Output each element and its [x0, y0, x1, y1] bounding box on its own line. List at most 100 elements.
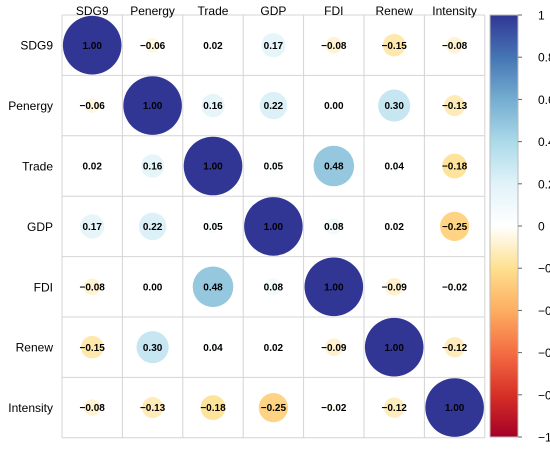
correlation-circle	[313, 145, 355, 187]
value-label-layer: 1.00 −0.06 0.02 0.17 −0.08 −0.15 −0.08 −0.06 1.0…	[80, 41, 468, 414]
value-label: −0.12	[442, 343, 468, 354]
value-label: −0.02	[442, 282, 468, 293]
correlation-circle	[364, 317, 424, 377]
correlation-circle	[201, 93, 225, 118]
row-label: Trade	[22, 160, 53, 174]
correlation-circle	[62, 15, 122, 75]
value-label: −0.13	[442, 101, 468, 112]
colorbar-tick-label: −0.6	[538, 346, 550, 360]
correlation-circle	[265, 278, 282, 296]
correlation-circle	[123, 76, 182, 135]
row-label: Renew	[16, 341, 54, 355]
correlation-circle	[88, 161, 97, 171]
correlation-circle	[206, 219, 220, 233]
axis-label-layer: SDG9 SDG9 Penergy Penergy Trade Trade GDP GDP FD…	[8, 4, 477, 415]
correlation-circle	[83, 399, 101, 416]
value-label: 1.00	[82, 41, 102, 52]
row-label: Intensity	[8, 401, 53, 415]
value-label: −0.06	[140, 41, 166, 52]
correlation-circle	[192, 266, 234, 308]
column-label: Intensity	[432, 4, 477, 18]
correlation-circle	[80, 335, 104, 359]
value-label: 0.22	[264, 101, 284, 112]
correlation-circle	[138, 212, 167, 241]
value-label: 0.02	[264, 343, 284, 354]
value-label: 0.48	[203, 282, 223, 293]
colorbar-tick-label: −0.4	[538, 304, 550, 318]
value-label: −0.18	[442, 162, 468, 173]
column-label: Trade	[198, 4, 229, 18]
correlation-circle	[382, 33, 406, 57]
circle-layer	[62, 15, 484, 437]
colorbar-tick-label: 1	[538, 9, 545, 23]
value-label: −0.09	[382, 282, 408, 293]
column-label: GDP	[260, 4, 286, 18]
value-label: −0.08	[442, 41, 468, 52]
column-label: Renew	[376, 4, 414, 18]
correlation-circle	[207, 341, 219, 354]
value-label: −0.15	[382, 41, 408, 52]
column-label: SDG9	[76, 4, 109, 18]
value-label: −0.08	[321, 41, 347, 52]
value-label: 0.22	[143, 222, 163, 233]
value-label: −0.09	[321, 343, 347, 354]
correlation-circle	[140, 154, 165, 178]
value-label: −0.25	[442, 222, 468, 233]
value-label: 1.00	[264, 222, 284, 233]
correlation-circle	[83, 278, 101, 296]
correlation-circle	[390, 222, 399, 231]
correlation-circle	[183, 136, 243, 196]
correlation-circle	[269, 343, 278, 352]
value-label: 0.48	[324, 162, 344, 173]
correlation-circle	[378, 89, 411, 122]
value-label: 1.00	[384, 343, 404, 354]
colorbar-tick-label: 0.8	[538, 51, 550, 65]
value-label: 1.00	[445, 403, 465, 414]
value-label: 1.00	[143, 101, 163, 112]
correlation-circle	[258, 392, 289, 423]
row-label: SDG9	[20, 39, 53, 53]
colorbar-tick-label: 0.2	[538, 177, 550, 191]
correlation-circle	[325, 338, 343, 356]
value-label: 1.00	[324, 282, 344, 293]
correlation-circle	[304, 257, 364, 317]
correlation-circle	[266, 159, 280, 173]
row-label: GDP	[27, 220, 53, 234]
colorbar-tick-label: −0.8	[538, 388, 550, 402]
value-label: −0.15	[80, 343, 106, 354]
value-label: 0.17	[264, 41, 284, 52]
correlation-circle	[446, 36, 463, 54]
colorbar-tick-label: 0.6	[538, 93, 550, 107]
correlation-circle	[450, 282, 459, 291]
correlation-circle	[444, 95, 466, 117]
correlation-circle	[208, 41, 218, 50]
correlation-circle	[325, 36, 343, 54]
value-label: 0.17	[82, 222, 102, 233]
correlation-circle	[136, 331, 169, 364]
value-label: 0.05	[264, 162, 284, 173]
correlation-circle	[425, 378, 484, 437]
value-label: 0.04	[384, 162, 404, 173]
correlation-circle	[439, 211, 470, 242]
value-label: 0.02	[82, 162, 102, 173]
colorbar-tick-label: 0.4	[538, 135, 550, 149]
correlation-circle	[442, 153, 468, 179]
correlation-circle	[142, 397, 164, 419]
value-label: 1.00	[203, 162, 223, 173]
correlation-circle	[388, 160, 401, 172]
correlation-circle	[85, 98, 100, 113]
value-label: 0.08	[264, 282, 284, 293]
correlation-circle	[200, 395, 226, 421]
colorbar-gradient	[489, 14, 519, 438]
column-label: Penergy	[130, 4, 175, 18]
value-label: 0.00	[143, 282, 163, 293]
value-label: 0.16	[203, 101, 223, 112]
correlation-circle	[444, 337, 465, 358]
value-label: −0.06	[80, 101, 106, 112]
value-label: 0.30	[143, 343, 163, 354]
correlation-circle	[261, 33, 286, 58]
value-label: 0.08	[324, 222, 344, 233]
value-label: 0.02	[384, 222, 404, 233]
